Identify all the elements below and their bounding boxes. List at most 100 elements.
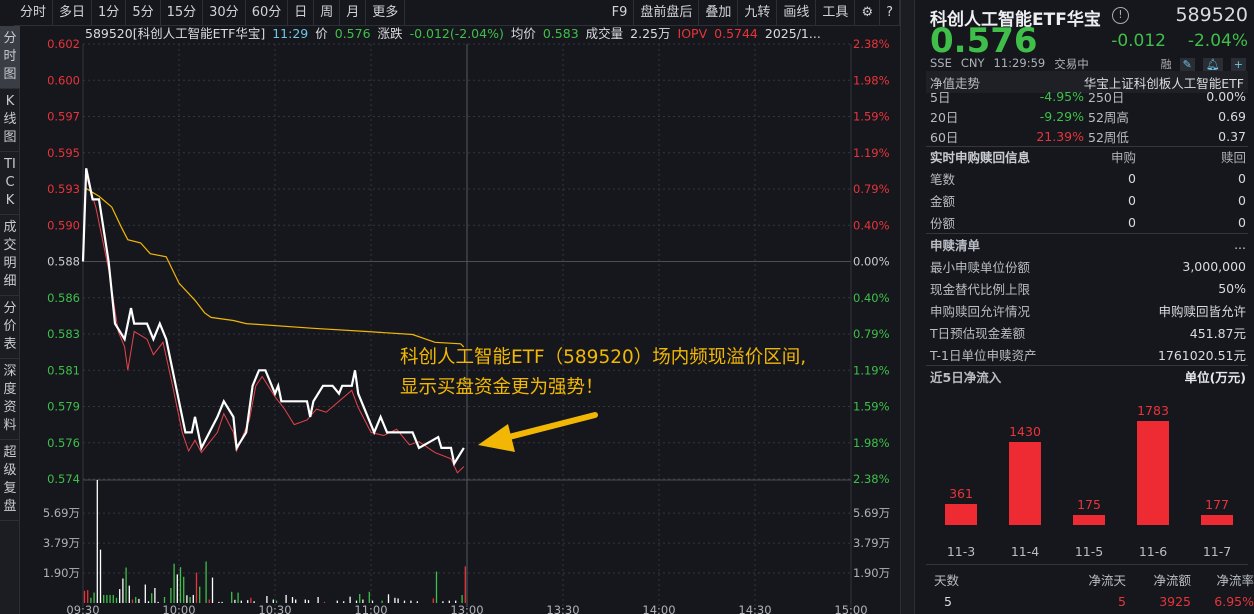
intraday-chart[interactable]: 0.602 2.38% 0.600 1.98% 0.597 1.59% 0.595 1.19%… — [0, 0, 900, 614]
price-line — [81, 168, 465, 467]
period-tab[interactable]: 更多 — [366, 0, 406, 26]
list-value: 451.87元 — [1189, 325, 1246, 341]
panel-change: -0.012 — [1111, 31, 1166, 51]
realtime-row: 金额 0 0 — [930, 189, 1246, 211]
sidebar-tab[interactable]: 成交明细 — [0, 215, 20, 296]
right-info-panel: 科创人工智能ETF华宝 ! 589520 0.576 -0.012 -2.04%… — [916, 0, 1254, 614]
period-tab[interactable]: 分时 — [14, 0, 54, 26]
security-name: 589520[科创人工智能ETF华宝] — [85, 26, 266, 41]
sidebar-tab-label: 深度资料 — [3, 364, 17, 433]
more-button[interactable]: ... — [1234, 236, 1246, 252]
nav-return: -4.95% — [1039, 88, 1084, 104]
flow-bar-value: 177 — [1205, 496, 1229, 512]
realtime-label: 金额 — [930, 193, 956, 209]
volume-tick-label-right: 5.69万 — [853, 506, 890, 520]
nav-header[interactable]: 净值走势 华宝上证科创板人工智能ETF — [926, 71, 1248, 93]
pct-tick-label: 0.40% — [853, 218, 890, 232]
sidebar-tab[interactable]: 深度资料 — [0, 359, 20, 440]
flow-summary-label: 净流额 — [1153, 573, 1191, 588]
flow-summary-value: 3925 — [1159, 594, 1191, 609]
period-tab[interactable]: 多日 — [53, 0, 93, 26]
tool-button[interactable]: 画线 — [777, 0, 817, 26]
panel-divider[interactable] — [900, 0, 915, 614]
price-tick-label: 0.583 — [47, 327, 80, 341]
volume-tick-label: 1.90万 — [43, 566, 80, 580]
flow-summary-value: 5 — [1118, 594, 1126, 609]
period-tab[interactable]: 5分 — [126, 0, 161, 26]
period-tab[interactable]: 30分 — [203, 0, 246, 26]
sidebar-tab[interactable]: 分价表 — [0, 296, 20, 359]
annotation-line-2: 显示买盘资金更为强势！ — [400, 377, 604, 398]
time-tick-label: 15:00 — [834, 603, 867, 614]
add-icon[interactable]: + — [1230, 57, 1246, 71]
time-tick-label: 09:30 — [66, 603, 99, 614]
price-tick-label: 0.586 — [47, 291, 80, 305]
margin-badge: 融 — [1160, 58, 1172, 71]
price-label: 价 — [315, 26, 328, 41]
flow-bar — [1073, 514, 1105, 525]
tool-button[interactable]: 叠加 — [699, 0, 739, 26]
flow-bar — [1009, 441, 1041, 525]
flow-bar-date: 11-5 — [1074, 544, 1104, 559]
info-icon[interactable]: ! — [1112, 7, 1129, 24]
period-tab[interactable]: 日 — [288, 0, 315, 26]
flow-title: 近5日净流入 — [930, 369, 1002, 385]
list-value: 申购赎回皆允许 — [1158, 303, 1246, 319]
bell-icon[interactable]: 🔔︎ — [1202, 57, 1223, 71]
pct-tick-label: 0.40% — [853, 291, 890, 305]
list-label: 申购赎回允许情况 — [930, 303, 1031, 319]
avg-label: 均价 — [510, 26, 536, 41]
nav-stat-label: 52周高 — [1088, 109, 1129, 125]
volume-tick-label-right: 1.90万 — [853, 566, 890, 580]
period-tab[interactable]: 1分 — [92, 0, 127, 26]
sidebar-tab-label: TICK — [4, 157, 16, 208]
price-tick-label: 0.581 — [47, 363, 80, 377]
time-tick-label: 13:30 — [546, 603, 579, 614]
col-redeem: 赎回 — [1220, 149, 1246, 165]
volume-label: 成交量 — [585, 26, 624, 41]
redeem-value: 0 — [1238, 170, 1246, 186]
flow-bar — [945, 503, 977, 525]
help-icon[interactable]: ? — [880, 0, 900, 26]
gear-icon[interactable]: ⚙ — [855, 0, 881, 26]
period-tab[interactable]: 60分 — [246, 0, 289, 26]
edit-icon[interactable]: ✎ — [1179, 57, 1195, 71]
list-title: 申赎清单 — [930, 237, 981, 253]
sidebar-tab-label: 成交明细 — [3, 220, 17, 289]
view-sidebar: 分时图 K线图 TICK 成交明细分价表深度资料超级复盘 — [0, 26, 20, 614]
flow-bar-value: 1430 — [1009, 423, 1041, 439]
flow-bar-date: 11-4 — [1010, 544, 1040, 559]
redeem-value: 0 — [1238, 192, 1246, 208]
change-value: -0.012(-2.04%) — [409, 26, 504, 41]
sidebar-tab[interactable]: TICK — [0, 152, 20, 215]
tool-button[interactable]: 工具 — [816, 0, 856, 26]
period-tab[interactable]: 15分 — [161, 0, 204, 26]
time-tick-label: 11:00 — [354, 603, 387, 614]
tool-button[interactable]: F9 — [606, 0, 635, 26]
price-tick-label: 0.593 — [47, 182, 80, 196]
tool-button[interactable]: 盘前盘后 — [634, 0, 700, 26]
panel-title: 科创人工智能ETF华宝 — [930, 10, 1101, 30]
nav-stat-value: 0.00% — [1206, 88, 1246, 104]
flow-bar — [1137, 421, 1169, 525]
iopv-value: 0.5744 — [714, 26, 758, 41]
price-tick-label: 0.602 — [47, 37, 80, 51]
realtime-header: 实时申购赎回信息 申购 赎回 — [930, 145, 1246, 167]
volume-value: 2.25万 — [630, 26, 671, 41]
sidebar-tab[interactable]: 超级复盘 — [0, 440, 20, 521]
nav-row: 5日 -4.95% 250日 0.00% — [930, 85, 1246, 107]
period-tab[interactable]: 月 — [340, 0, 367, 26]
panel-change-pct: -2.04% — [1187, 31, 1248, 51]
nav-title: 净值走势 — [930, 75, 981, 91]
sidebar-tab[interactable]: 分时图 — [0, 26, 20, 89]
flow-unit: 单位(万元) — [1184, 369, 1246, 385]
list-row: T-1日单位申赎资产 1761020.51元 — [930, 343, 1246, 365]
sidebar-tab[interactable]: K线图 — [0, 89, 20, 152]
price-tick-label: 0.590 — [47, 218, 80, 232]
time-tick-label: 14:00 — [642, 603, 675, 614]
flow-bar-value: 1783 — [1137, 403, 1169, 418]
period-tab[interactable]: 周 — [314, 0, 341, 26]
change-label: 涨跌 — [377, 26, 403, 41]
pct-tick-label: 2.38% — [853, 472, 890, 486]
tool-button[interactable]: 九转 — [738, 0, 778, 26]
